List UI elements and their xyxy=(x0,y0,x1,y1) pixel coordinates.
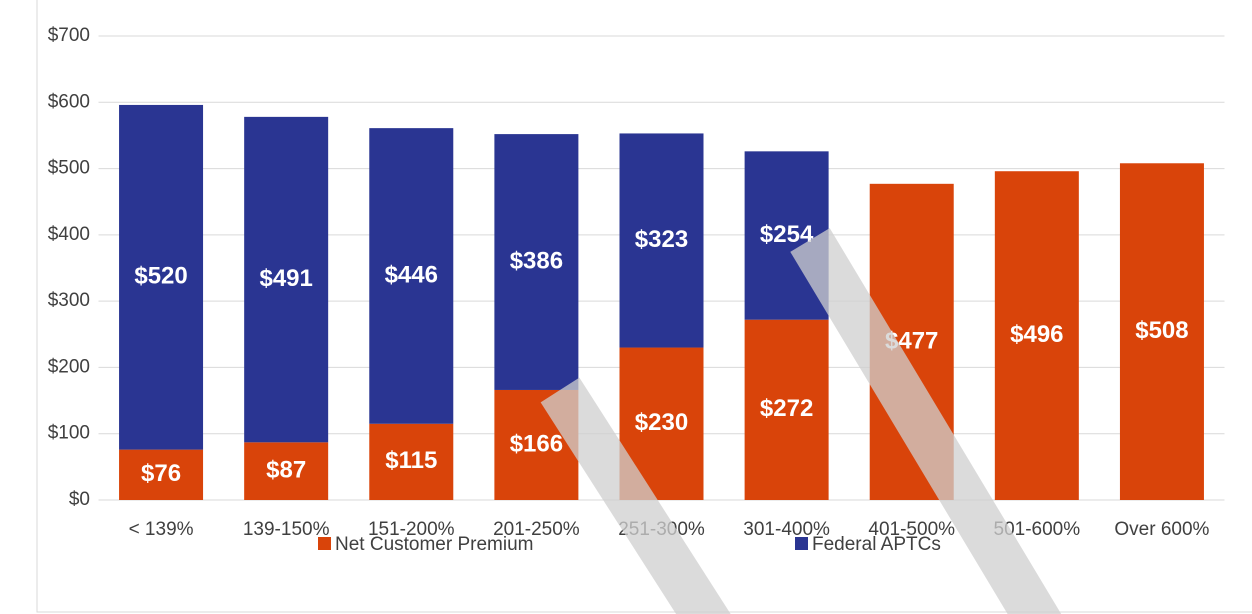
data-label: $76 xyxy=(141,460,181,487)
bar-segment xyxy=(244,442,329,500)
x-tick-label: 201-250% xyxy=(493,519,580,540)
bar-segment xyxy=(494,134,579,390)
bar-segment xyxy=(119,104,204,450)
x-tick-label: Over 600% xyxy=(1114,519,1209,540)
data-label: $115 xyxy=(385,447,437,474)
data-label: $230 xyxy=(635,409,688,436)
bar-segment xyxy=(994,171,1079,501)
x-tick-label: 301-400% xyxy=(743,519,830,540)
x-tick-label: 139-150% xyxy=(243,519,330,540)
y-tick-label: $0 xyxy=(69,489,90,510)
data-label: $496 xyxy=(1010,321,1063,348)
data-label: $323 xyxy=(635,226,688,253)
x-tick-label: 401-500% xyxy=(868,519,955,540)
y-tick-label: $200 xyxy=(48,356,90,377)
y-tick-label: $700 xyxy=(48,25,90,46)
x-tick-label: 151-200% xyxy=(368,519,455,540)
data-label: $166 xyxy=(510,430,563,457)
data-label: $87 xyxy=(266,457,306,484)
data-label: $446 xyxy=(385,261,438,288)
y-tick-label: $300 xyxy=(48,290,90,311)
bar-segment xyxy=(244,116,329,443)
bar-segment xyxy=(369,128,454,424)
legend-swatch xyxy=(795,537,808,550)
data-label: $508 xyxy=(1135,317,1188,344)
legend-label: Net Customer Premium xyxy=(335,534,534,555)
data-label: $272 xyxy=(760,395,813,422)
y-tick-label: $100 xyxy=(48,423,90,444)
watermark-stroke xyxy=(790,228,1062,614)
legend-swatch xyxy=(318,537,331,550)
watermark-stroke xyxy=(540,377,731,614)
y-tick-label: $400 xyxy=(48,224,90,245)
y-tick-label: $500 xyxy=(48,158,90,179)
y-tick-label: $600 xyxy=(48,91,90,112)
data-label: $386 xyxy=(510,247,563,274)
plot: $0 $100 $200 $300 $400 $500 $600 $700 $76 $520 < 1… xyxy=(48,25,1225,555)
bar-segment xyxy=(1119,163,1204,501)
chart-frame xyxy=(36,0,1252,613)
bar-segment xyxy=(619,133,704,348)
bar-segment xyxy=(369,423,454,500)
x-tick-label: < 139% xyxy=(129,519,194,540)
legend-label: Federal APTCs xyxy=(812,534,941,555)
watermark xyxy=(540,228,1062,614)
bar-segment xyxy=(119,449,204,500)
data-label: $520 xyxy=(134,263,187,290)
x-tick-label: 501-600% xyxy=(994,519,1081,540)
bar-segment xyxy=(744,319,829,500)
data-label: $491 xyxy=(259,265,312,292)
